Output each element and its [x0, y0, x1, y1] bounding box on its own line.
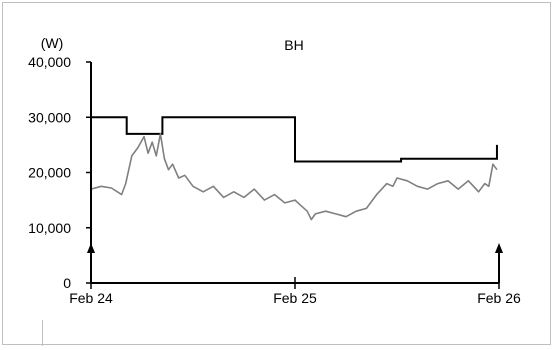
x-tick-label: Feb 26	[477, 290, 521, 306]
arrow-up-icon	[495, 243, 503, 253]
y-tick-group: 0 10,000 20,000 30,000 40,000	[28, 54, 91, 291]
y-tick-label: 40,000	[28, 54, 71, 70]
x-tick-label: Feb 25	[273, 290, 317, 306]
annotation-group	[87, 243, 503, 283]
y-tick-label: 30,000	[28, 109, 71, 125]
y-tick-label: 0	[63, 275, 71, 291]
x-tick-group: Feb 24 Feb 25 Feb 26	[69, 277, 521, 306]
arrow-up-icon	[87, 243, 95, 253]
y-axis-unit-label: (W)	[41, 35, 64, 51]
y-tick-label: 10,000	[28, 220, 71, 236]
x-tick-label: Feb 24	[69, 290, 113, 306]
step-series-line	[91, 116, 498, 163]
axes-group	[90, 62, 499, 284]
y-tick-label: 20,000	[28, 165, 71, 181]
series-group	[90, 116, 498, 221]
chart-frame	[2, 2, 551, 345]
frame-divider	[42, 320, 43, 346]
measured-series-line	[90, 133, 498, 221]
chart-title: BH	[284, 37, 303, 53]
